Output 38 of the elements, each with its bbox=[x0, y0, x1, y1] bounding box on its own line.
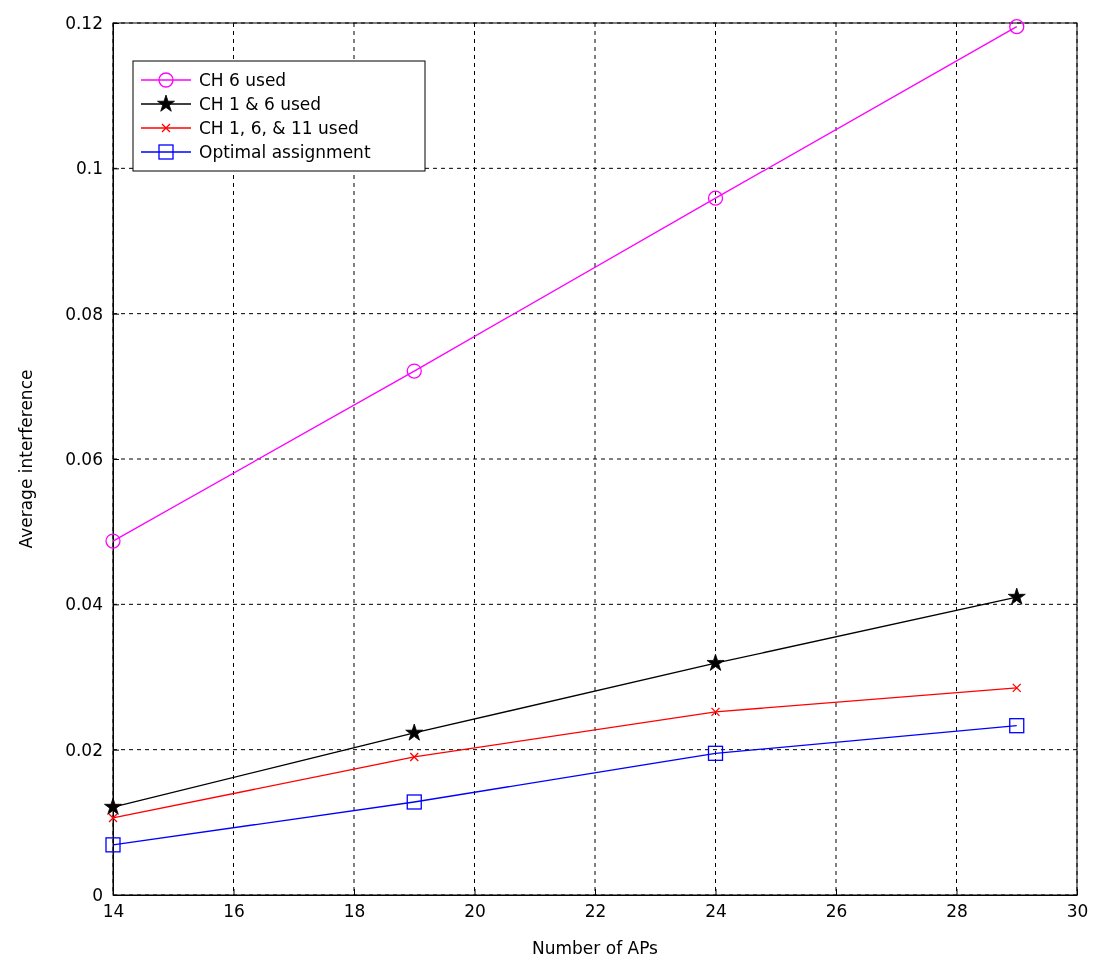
point bbox=[1009, 718, 1025, 734]
x-tick-label: 22 bbox=[584, 901, 607, 922]
x-tick-label: 18 bbox=[343, 901, 366, 922]
x-tick-label: 14 bbox=[102, 901, 125, 922]
x-tick-label: 30 bbox=[1066, 901, 1089, 922]
x-tick-label: 26 bbox=[825, 901, 848, 922]
point bbox=[406, 363, 422, 379]
y-tick-label: 0.06 bbox=[65, 448, 103, 469]
point bbox=[1009, 18, 1025, 35]
point bbox=[1007, 587, 1026, 605]
legend-label: CH 1, 6, & 11 used bbox=[199, 118, 359, 138]
y-tick-label: 0 bbox=[92, 884, 103, 905]
y-tick-label: 0.12 bbox=[65, 12, 103, 33]
x-tick-label: 28 bbox=[946, 901, 968, 922]
y-tick-label: 0.08 bbox=[65, 303, 103, 324]
y-tick-label: 0.1 bbox=[75, 158, 103, 179]
point bbox=[406, 794, 422, 810]
point bbox=[105, 533, 121, 549]
point bbox=[707, 190, 724, 206]
point bbox=[1012, 683, 1022, 693]
x-tick-label: 24 bbox=[705, 901, 727, 922]
legend-label: CH 6 used bbox=[199, 70, 287, 90]
point bbox=[108, 813, 118, 823]
point bbox=[409, 752, 419, 762]
legend-label: CH 1 & 6 used bbox=[199, 94, 322, 114]
point bbox=[104, 797, 122, 815]
point bbox=[405, 723, 424, 741]
point bbox=[706, 653, 725, 671]
y-axis-title: Average interference bbox=[16, 369, 36, 549]
point bbox=[710, 707, 721, 717]
legend-label: Optimal assignment bbox=[199, 142, 371, 162]
y-tick-label: 0.02 bbox=[65, 739, 103, 760]
x-axis-title: Number of APs bbox=[532, 938, 659, 958]
point bbox=[707, 745, 724, 761]
y-tick-label: 0.04 bbox=[65, 594, 103, 615]
point bbox=[105, 837, 121, 853]
x-tick-label: 20 bbox=[464, 901, 486, 922]
x-tick-label: 16 bbox=[223, 901, 245, 922]
